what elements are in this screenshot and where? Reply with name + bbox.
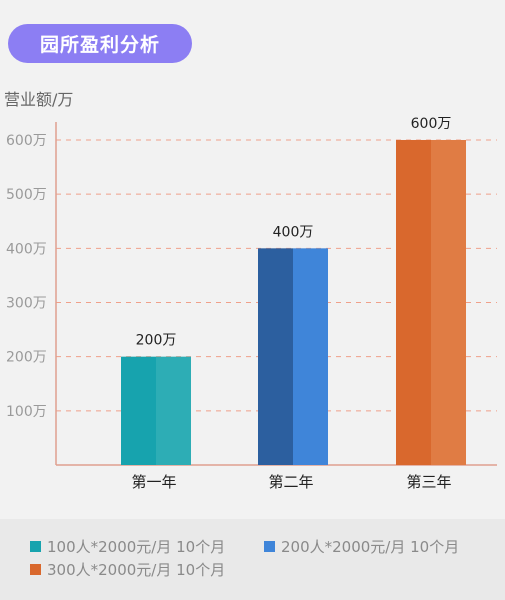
- legend-label-2: 300人*2000元/月 10个月: [47, 561, 226, 579]
- legend-item-2: 300人*2000元/月 10个月: [30, 559, 225, 580]
- y-tick-label: 600万: [6, 133, 47, 149]
- bar-3-left: [396, 140, 431, 465]
- x-tick-label: 第三年: [406, 473, 451, 491]
- bar-3-right: [431, 140, 466, 465]
- y-tick-label: 100万: [6, 404, 47, 420]
- legend-label-0: 100人*2000元/月 10个月: [47, 538, 226, 556]
- y-tick-label: 500万: [6, 187, 47, 203]
- chart-title: 园所盈利分析: [8, 24, 192, 63]
- legend-item-0: 100人*2000元/月 10个月: [30, 536, 225, 557]
- x-tick-label: 第二年: [268, 473, 313, 491]
- legend-swatch-2: [30, 564, 41, 575]
- y-tick-label: 300万: [6, 296, 47, 312]
- y-tick-label: 200万: [6, 350, 47, 366]
- bar-2-right: [293, 248, 328, 465]
- y-tick-label: 400万: [6, 241, 47, 257]
- bar-value-label: 400万: [273, 224, 314, 240]
- legend-swatch-1: [264, 541, 275, 552]
- legend: 100人*2000元/月 10个月 200人*2000元/月 10个月 300人…: [0, 519, 505, 600]
- bar-2-left: [258, 248, 293, 465]
- y-axis-label: 营业额/万: [4, 90, 74, 109]
- legend-swatch-0: [30, 541, 41, 552]
- legend-label-1: 200人*2000元/月 10个月: [281, 538, 460, 556]
- legend-item-1: 200人*2000元/月 10个月: [264, 536, 459, 557]
- bar-value-label: 600万: [411, 116, 452, 132]
- bar-1-left: [121, 356, 156, 465]
- x-tick-label: 第一年: [131, 473, 176, 491]
- bar-1-right: [156, 356, 191, 465]
- bar-value-label: 200万: [136, 333, 177, 349]
